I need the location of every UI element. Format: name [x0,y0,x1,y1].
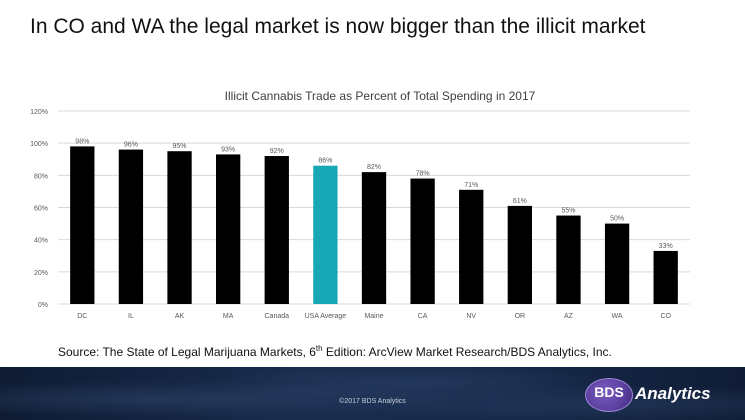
x-tick-label: CO [660,313,671,320]
data-label: 55% [561,208,575,215]
bar-az [556,215,581,304]
x-tick-label: AK [175,313,185,320]
data-label: 95% [173,143,187,150]
bar-ak [167,151,192,304]
source-text-sup: th [315,344,323,353]
y-tick-label: 100% [30,141,48,148]
slide-title: In CO and WA the legal market is now big… [30,15,646,38]
bds-analytics-logo: BDS Analytics [585,375,735,413]
x-tick-label: CA [418,313,428,320]
data-label: 71% [464,182,478,189]
x-tick-label: MA [223,313,234,320]
x-tick-label: Maine [364,313,383,320]
data-label: 98% [75,138,89,145]
y-tick-label: 0% [38,302,48,309]
y-axis-ticks: 0% 20% 40% 60% 80% 100% 120% [30,109,48,309]
y-tick-label: 60% [34,206,48,213]
x-tick-label: WA [612,313,623,320]
data-label: 82% [367,164,381,171]
bar-nv [459,189,484,304]
y-tick-label: 20% [34,270,48,277]
bars [70,146,678,304]
footer-banner: ©2017 BDS Analytics BDS Analytics [0,367,745,420]
bar-maine [361,172,387,304]
bar-wa [604,223,630,304]
data-label: 33% [659,243,673,250]
logo-bds-text: BDS [594,384,624,400]
y-tick-label: 120% [30,109,48,116]
bar-il [118,149,144,304]
x-tick-label: USA Average [305,313,347,320]
bar-usa-average [313,165,338,304]
bar-or [507,205,532,304]
bar-ma [216,154,241,304]
x-tick-label: Canada [265,313,290,320]
data-label: 93% [221,146,235,153]
bar-ca [410,178,435,304]
y-tick-label: 80% [34,173,48,180]
logo-analytics-text: Analytics [635,384,711,403]
bar-co [653,250,678,304]
bar-dc [70,146,95,304]
bar-canada [264,156,289,304]
x-tick-label: AZ [564,313,574,320]
chart-title: Illicit Cannabis Trade as Percent of Tot… [225,89,536,103]
data-label: 86% [318,158,332,165]
data-label: 92% [270,148,284,155]
x-tick-label: IL [128,313,134,320]
source-note: Source: The State of Legal Marijuana Mar… [58,344,728,359]
data-labels: 98% 96% 95% 93% 92% 86% 82% 78% 71% 61% 55% 50% 33% [75,138,672,250]
logo-badge-icon [585,378,633,412]
bar-chart: Illicit Cannabis Trade as Percent of Tot… [30,89,690,320]
data-label: 96% [124,142,138,149]
data-label: 61% [513,198,527,205]
source-text-prefix: Source: The State of Legal Marijuana Mar… [58,345,316,359]
data-label: 78% [416,171,430,178]
x-tick-label: DC [77,313,87,320]
source-text-suffix: Edition: ArcView Market Research/BDS Ana… [322,345,612,359]
x-axis-ticks: DC IL AK MA Canada USA Average Maine CA NV OR AZ WA… [77,313,671,320]
x-tick-label: OR [515,313,526,320]
x-tick-label: NV [466,313,476,320]
y-tick-label: 40% [34,238,48,245]
copyright-text: ©2017 BDS Analytics [339,398,406,405]
data-label: 50% [610,216,624,223]
